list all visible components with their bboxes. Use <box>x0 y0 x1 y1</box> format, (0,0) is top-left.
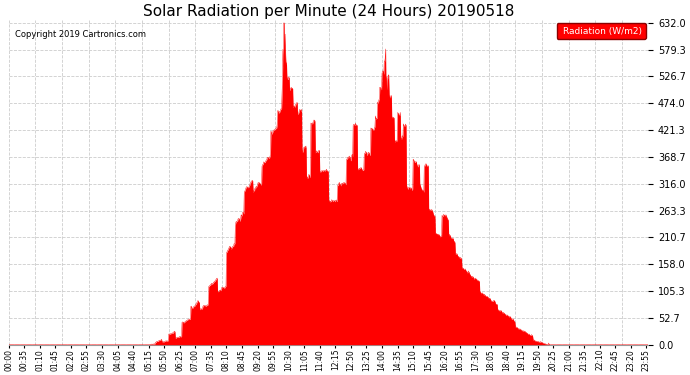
Title: Solar Radiation per Minute (24 Hours) 20190518: Solar Radiation per Minute (24 Hours) 20… <box>143 4 514 19</box>
Text: Copyright 2019 Cartronics.com: Copyright 2019 Cartronics.com <box>15 30 146 39</box>
Legend: Radiation (W/m2): Radiation (W/m2) <box>557 23 646 39</box>
